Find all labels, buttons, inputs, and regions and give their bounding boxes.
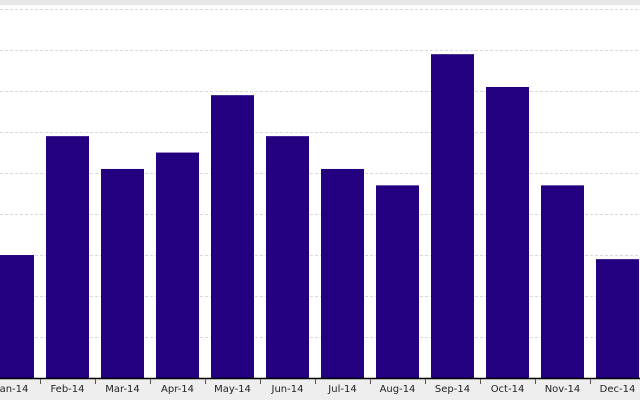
bars (0, 54, 639, 378)
bar-oct-14 (486, 86, 529, 378)
bar-jan-14 (0, 255, 34, 378)
bar-mar-14 (101, 168, 144, 378)
x-tick-label: Jun-14 (271, 384, 304, 395)
bar-apr-14 (156, 152, 199, 378)
x-tick-label: Aug-14 (380, 384, 416, 395)
x-tick-label: Feb-14 (50, 384, 84, 395)
x-tick-label: Jul-14 (327, 384, 356, 395)
x-tick-label: May-14 (214, 384, 251, 395)
x-axis-band (0, 379, 640, 400)
bar-jul-14 (321, 168, 364, 378)
x-tick-label: Sep-14 (435, 384, 470, 395)
bar-jun-14 (266, 136, 309, 378)
x-tick-label: Jan-14 (0, 384, 28, 395)
chart-top-band (0, 0, 640, 5)
bar-may-14 (211, 95, 254, 378)
bar-dec-14 (596, 259, 639, 378)
x-tick-label: Oct-14 (491, 384, 525, 395)
bar-sep-14 (431, 54, 474, 378)
x-tick-label: Dec-14 (600, 384, 636, 395)
bar-nov-14 (541, 185, 584, 378)
x-tick-label: Mar-14 (105, 384, 140, 395)
x-tick-label: Apr-14 (161, 384, 194, 395)
x-axis-ticks: Jan-14 Feb-14 Mar-14 Apr-14 May-14 Jun-14 Jul-… (0, 379, 636, 395)
x-tick-label: Nov-14 (545, 384, 581, 395)
bar-aug-14 (376, 185, 419, 378)
bar-feb-14 (46, 136, 89, 378)
